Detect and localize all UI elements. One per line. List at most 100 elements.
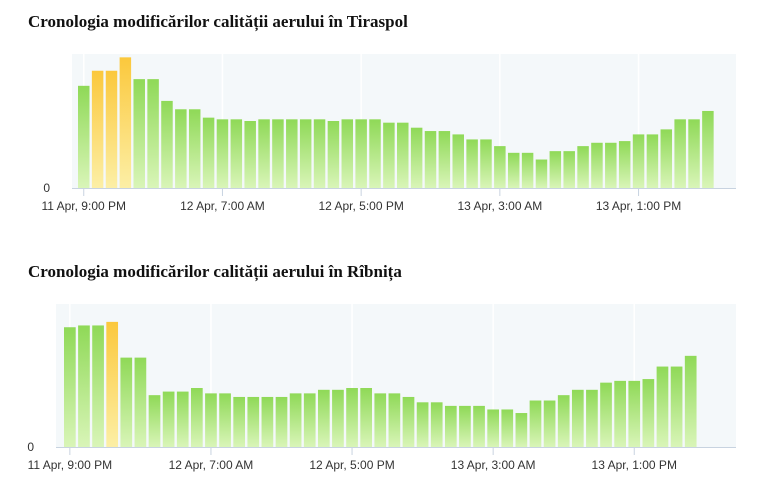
bar bbox=[219, 393, 231, 447]
bar bbox=[161, 100, 173, 188]
x-tick-label: 11 Apr, 9:00 PM bbox=[28, 458, 113, 472]
chart-title: Cronologia modificărilor calității aerul… bbox=[28, 262, 402, 281]
bar bbox=[535, 159, 548, 188]
bar bbox=[402, 396, 415, 447]
bar bbox=[369, 119, 381, 188]
bar bbox=[374, 393, 387, 447]
bar bbox=[258, 119, 270, 188]
bar bbox=[332, 389, 344, 447]
y-tick-label: 0 bbox=[27, 440, 34, 454]
bar bbox=[397, 122, 409, 188]
bar bbox=[275, 396, 288, 447]
bar bbox=[78, 325, 90, 447]
bar bbox=[459, 405, 471, 447]
bar bbox=[317, 389, 330, 447]
bar bbox=[134, 357, 147, 447]
x-tick-label: 13 Apr, 1:00 PM bbox=[592, 458, 677, 472]
x-tick-label: 12 Apr, 5:00 PM bbox=[318, 199, 403, 213]
bar bbox=[515, 413, 528, 447]
bar bbox=[261, 396, 274, 447]
bar bbox=[202, 117, 215, 188]
bar-chart-tiraspol: 0 11 Apr, 9:00 PM 12 Apr, 7:00 AM 12 Apr, 5… bbox=[42, 54, 736, 213]
bar bbox=[586, 389, 598, 447]
bar bbox=[521, 152, 534, 188]
bar bbox=[480, 139, 492, 188]
bar bbox=[133, 79, 145, 188]
bar bbox=[549, 151, 562, 188]
bar bbox=[466, 139, 478, 188]
bar bbox=[388, 393, 401, 447]
bar bbox=[605, 142, 617, 188]
chart-block-tiraspol: Cronologia modificărilor calității aerul… bbox=[28, 12, 736, 213]
bar bbox=[646, 134, 659, 188]
bar bbox=[614, 380, 626, 447]
bar bbox=[313, 119, 326, 188]
chart-title: Cronologia modificărilor calității aerul… bbox=[28, 12, 408, 31]
bar bbox=[327, 121, 340, 188]
bar bbox=[91, 70, 104, 188]
bar bbox=[190, 388, 203, 447]
bar bbox=[286, 119, 298, 188]
bar bbox=[233, 396, 246, 447]
bar bbox=[188, 109, 201, 188]
bar bbox=[176, 391, 189, 447]
bar bbox=[346, 388, 358, 447]
bar bbox=[529, 400, 542, 447]
bar bbox=[119, 57, 132, 188]
bar bbox=[577, 146, 589, 188]
bar bbox=[430, 402, 443, 447]
bar bbox=[341, 119, 354, 188]
bar bbox=[557, 395, 570, 447]
x-tick-label: 13 Apr, 3:00 AM bbox=[451, 458, 536, 472]
bar bbox=[360, 388, 373, 447]
bar bbox=[494, 146, 506, 188]
bar bbox=[244, 121, 256, 188]
bar bbox=[674, 119, 686, 188]
bar bbox=[175, 109, 187, 188]
bar bbox=[563, 151, 575, 188]
bar bbox=[507, 152, 520, 188]
x-tick-label: 12 Apr, 5:00 PM bbox=[309, 458, 394, 472]
bar bbox=[120, 357, 133, 447]
bar bbox=[688, 119, 700, 188]
bar bbox=[600, 382, 612, 447]
bar bbox=[591, 142, 603, 188]
x-tick-label: 11 Apr, 9:00 PM bbox=[42, 199, 127, 213]
bar bbox=[670, 366, 683, 447]
bar bbox=[628, 380, 641, 447]
bar bbox=[684, 355, 697, 447]
bar bbox=[272, 119, 284, 188]
bar-chart-ribnita: 0 11 Apr, 9:00 PM 12 Apr, 7:00 AM 12 Apr, 5… bbox=[27, 304, 736, 472]
bar bbox=[642, 379, 655, 447]
bar bbox=[383, 122, 395, 188]
bar bbox=[632, 134, 645, 188]
x-tick-label: 12 Apr, 7:00 AM bbox=[180, 199, 265, 213]
bar bbox=[106, 321, 119, 447]
bar bbox=[660, 129, 673, 188]
x-tick-label: 12 Apr, 7:00 AM bbox=[169, 458, 254, 472]
bar bbox=[438, 131, 451, 188]
bar bbox=[299, 119, 312, 188]
bar bbox=[473, 405, 485, 447]
bar bbox=[247, 396, 260, 447]
x-tick-label: 13 Apr, 3:00 AM bbox=[457, 199, 542, 213]
bar bbox=[230, 119, 243, 188]
bar bbox=[105, 70, 118, 188]
bar bbox=[147, 79, 159, 188]
bar bbox=[444, 405, 457, 447]
bar bbox=[452, 134, 464, 188]
bar bbox=[501, 409, 514, 447]
bar bbox=[487, 409, 499, 447]
bar bbox=[656, 366, 669, 447]
bar bbox=[303, 393, 316, 447]
bar bbox=[416, 402, 429, 447]
bar bbox=[92, 325, 104, 447]
bar bbox=[702, 110, 714, 188]
bar bbox=[162, 391, 175, 447]
chart-block-ribnita: Cronologia modificărilor calității aerul… bbox=[0, 240, 768, 478]
bar bbox=[205, 393, 217, 447]
bar bbox=[543, 400, 556, 447]
bar bbox=[64, 327, 76, 447]
bar bbox=[571, 389, 584, 447]
bar bbox=[289, 393, 302, 447]
